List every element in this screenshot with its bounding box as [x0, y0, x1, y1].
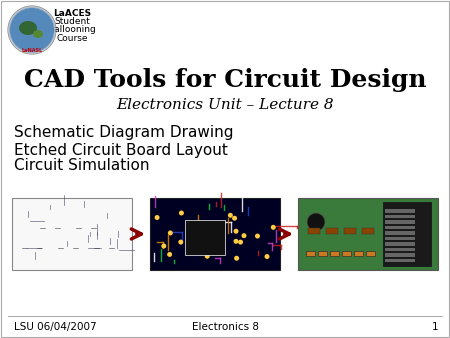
- Bar: [27, 245, 37, 250]
- Circle shape: [238, 240, 243, 245]
- Circle shape: [234, 239, 239, 244]
- Text: Schematic Diagram Drawing: Schematic Diagram Drawing: [14, 125, 234, 141]
- Bar: [326, 228, 338, 234]
- Circle shape: [201, 226, 206, 231]
- Circle shape: [167, 252, 172, 257]
- Circle shape: [255, 234, 260, 239]
- Text: LaACES: LaACES: [53, 8, 91, 18]
- Text: Ballooning: Ballooning: [48, 25, 96, 34]
- Bar: [298, 198, 438, 270]
- Circle shape: [234, 229, 239, 234]
- Ellipse shape: [33, 30, 43, 38]
- Circle shape: [154, 215, 160, 220]
- Circle shape: [9, 7, 55, 53]
- Bar: [185, 220, 225, 255]
- Bar: [383, 202, 431, 266]
- Bar: [385, 259, 415, 262]
- Text: CAD Tools for Circuit Design: CAD Tools for Circuit Design: [24, 68, 426, 92]
- Bar: [385, 253, 415, 257]
- Circle shape: [179, 211, 184, 216]
- Bar: [385, 231, 415, 235]
- Bar: [366, 251, 375, 256]
- Bar: [150, 198, 280, 270]
- Circle shape: [271, 225, 276, 230]
- Circle shape: [234, 256, 239, 261]
- Circle shape: [178, 240, 183, 245]
- Bar: [45, 225, 55, 230]
- Circle shape: [265, 254, 270, 259]
- Ellipse shape: [19, 21, 37, 35]
- Text: Student: Student: [54, 17, 90, 26]
- Text: Electronics 8: Electronics 8: [192, 322, 258, 332]
- Bar: [354, 251, 363, 256]
- Bar: [330, 251, 339, 256]
- Text: Circuit Simulation: Circuit Simulation: [14, 159, 149, 173]
- Bar: [385, 225, 415, 229]
- Circle shape: [205, 254, 210, 259]
- Text: Electronics Unit – Lecture 8: Electronics Unit – Lecture 8: [116, 98, 334, 112]
- Text: Course: Course: [56, 34, 88, 43]
- Circle shape: [232, 216, 237, 221]
- Circle shape: [307, 213, 325, 231]
- Bar: [99, 245, 109, 250]
- Text: LSU 06/04/2007: LSU 06/04/2007: [14, 322, 97, 332]
- Circle shape: [242, 233, 247, 238]
- Bar: [344, 228, 356, 234]
- Circle shape: [161, 243, 166, 248]
- Bar: [385, 237, 415, 240]
- Bar: [342, 251, 351, 256]
- Text: Etched Circuit Board Layout: Etched Circuit Board Layout: [14, 143, 228, 158]
- Bar: [12, 198, 132, 270]
- Circle shape: [219, 226, 224, 231]
- Bar: [63, 245, 73, 250]
- Circle shape: [197, 248, 202, 253]
- Circle shape: [168, 231, 173, 236]
- Bar: [385, 247, 415, 251]
- Bar: [308, 228, 320, 234]
- Bar: [362, 228, 374, 234]
- Bar: [385, 220, 415, 223]
- Circle shape: [228, 213, 233, 218]
- Bar: [306, 251, 315, 256]
- Text: LaNASL: LaNASL: [22, 48, 43, 52]
- Bar: [385, 215, 415, 218]
- Bar: [385, 242, 415, 245]
- Bar: [81, 225, 91, 230]
- Bar: [385, 209, 415, 213]
- Text: 1: 1: [432, 322, 438, 332]
- Circle shape: [8, 6, 56, 54]
- Bar: [318, 251, 327, 256]
